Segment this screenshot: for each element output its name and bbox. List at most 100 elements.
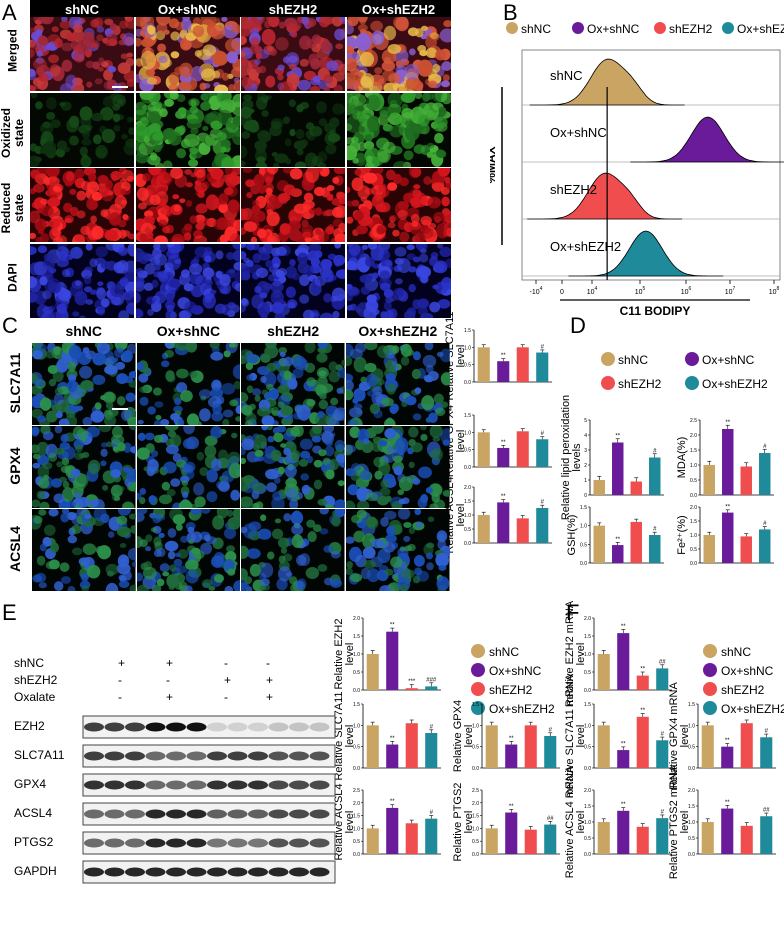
bar-chart-tick-label: 2 bbox=[584, 463, 587, 469]
significance-mark: ** bbox=[640, 708, 645, 714]
bar-chart-c-gpx4: 0.00.51.01.5**#Relative GPX4level bbox=[444, 405, 552, 477]
bar bbox=[656, 818, 669, 854]
panel-e-band bbox=[84, 780, 104, 790]
panel-e-legend-label: shNC bbox=[489, 645, 519, 659]
panel-c-micrograph bbox=[136, 509, 241, 592]
bar-chart-tick-label: 1.5 bbox=[464, 328, 471, 334]
bar-chart-y-label: Relative EZH2 mRNAlevel bbox=[564, 600, 587, 707]
panel-e-band bbox=[289, 780, 309, 790]
panel-e-band-label: SLC7A11 bbox=[14, 748, 65, 762]
panel-d-legend-swatch bbox=[685, 376, 699, 390]
bar bbox=[617, 810, 630, 854]
bar-chart-tick-label: 0.0 bbox=[688, 852, 695, 858]
bar-chart-tick-label: 1.0 bbox=[472, 826, 479, 832]
panel-a-micrograph bbox=[30, 168, 134, 242]
panel-c-row-label: SLC7A11 bbox=[7, 352, 23, 414]
panel-e-band bbox=[145, 722, 166, 732]
panel-a-micrograph bbox=[346, 243, 451, 318]
bar bbox=[701, 725, 714, 768]
bar-chart-tick-label: 2.0 bbox=[353, 616, 360, 622]
bar bbox=[544, 736, 557, 768]
bar-chart-c-acsl4: 0.00.51.01.52.0**#Relative ACSL4level bbox=[444, 476, 552, 554]
bar bbox=[366, 725, 379, 768]
bar-chart-tick-label: 1.0 bbox=[688, 723, 695, 729]
panel-b-x-label: C11 BODIPY bbox=[620, 304, 691, 318]
panel-e-sign: + bbox=[166, 656, 174, 670]
panel-e-band bbox=[227, 751, 248, 761]
panel-e-band bbox=[104, 780, 125, 790]
bar bbox=[505, 812, 518, 854]
significance-mark: ** bbox=[615, 537, 620, 543]
bar-chart-y-label: MDA(%) bbox=[676, 437, 688, 479]
panel-e-blot-strips: EZH2 SLC7A11 GPX4 ACSL4 PTGS2 GAPDH bbox=[14, 715, 336, 884]
bar-chart-tick-label: 0.0 bbox=[353, 852, 360, 858]
bar-chart-tick-label: 0.5 bbox=[688, 745, 695, 751]
panel-e-legend-label: shEZH2 bbox=[489, 683, 533, 697]
panel-e-band bbox=[166, 780, 186, 790]
bar bbox=[722, 512, 734, 563]
panel-c-row-label: ACSL4 bbox=[7, 526, 23, 573]
bar-chart-tick-label: 0.5 bbox=[353, 839, 360, 845]
bar bbox=[760, 816, 773, 854]
significance-mark: # bbox=[430, 810, 434, 816]
bar-chart-tick-label: 2.0 bbox=[464, 485, 471, 491]
bar-chart-tick-label: 0.5 bbox=[688, 836, 695, 842]
bar bbox=[597, 725, 610, 768]
panel-c-micrograph bbox=[32, 426, 136, 509]
panel-e-band bbox=[207, 867, 227, 877]
panel-e-band bbox=[125, 838, 145, 848]
bar-chart-tick-label: 0.5 bbox=[472, 839, 479, 845]
bar-chart-tick-label: 1.0 bbox=[464, 345, 471, 351]
panel-c-row-label: GPX4 bbox=[7, 447, 23, 485]
panel-d-legend-label: shNC bbox=[618, 353, 648, 367]
panel-e-band-label: GAPDH bbox=[14, 864, 57, 878]
bar-chart-tick-label: 0.0 bbox=[464, 465, 471, 471]
panel-c-micrograph bbox=[346, 509, 450, 592]
panel-e-band bbox=[248, 867, 268, 877]
panel-a-col-label: shEZH2 bbox=[268, 2, 318, 17]
significance-mark: ** bbox=[390, 736, 395, 742]
panel-b-tick-label: 0 bbox=[560, 289, 564, 296]
panel-e-sign: + bbox=[118, 656, 126, 670]
bar bbox=[516, 431, 529, 467]
bar-chart-tick-label: 0.0 bbox=[690, 493, 697, 499]
panel-e-band bbox=[207, 751, 227, 761]
panel-e-sign: - bbox=[224, 690, 228, 704]
panel-c-col-label: shNC bbox=[65, 323, 103, 339]
bar-chart-tick-label: 1.5 bbox=[584, 804, 591, 810]
panel-e-band bbox=[248, 751, 268, 761]
bar-chart-tick-label: 0.0 bbox=[353, 688, 360, 694]
bar-chart-tick-label: 0.5 bbox=[464, 363, 471, 369]
bar bbox=[636, 826, 649, 854]
panel-c-micrograph bbox=[346, 426, 450, 509]
panel-e-sign: - bbox=[166, 673, 170, 687]
bar-chart-tick-label: 0.5 bbox=[584, 670, 591, 676]
panel-b-legend-label: shNC bbox=[521, 22, 551, 36]
panel-e-band bbox=[186, 722, 207, 732]
panel-c-micrograph bbox=[32, 509, 136, 592]
panel-e-band bbox=[145, 751, 166, 761]
bar bbox=[405, 723, 418, 768]
panel-e-band bbox=[207, 780, 227, 790]
bar-chart-tick-label: 1.0 bbox=[584, 723, 591, 729]
panel-f-legend-label: shEZH2 bbox=[721, 683, 765, 697]
bar-chart-tick-label: 2.0 bbox=[584, 788, 591, 794]
panel-e-band bbox=[104, 809, 125, 819]
bar bbox=[405, 688, 418, 690]
bar-chart-tick-label: 1.0 bbox=[584, 820, 591, 826]
panel-a-col-label: shNC bbox=[65, 2, 99, 17]
panel-e-sign: + bbox=[266, 673, 274, 687]
panel-b-legend-swatch bbox=[506, 22, 518, 34]
bar-chart-tick-label: 1.5 bbox=[688, 804, 695, 810]
bar bbox=[593, 525, 605, 563]
significance-mark: ** bbox=[501, 353, 506, 359]
panel-a-micrograph bbox=[346, 168, 451, 242]
panel-b-legend-swatch bbox=[722, 22, 734, 34]
bar-chart-tick-label: 0.5 bbox=[353, 670, 360, 676]
bar bbox=[477, 515, 490, 543]
panel-label-b: B bbox=[503, 0, 518, 25]
bar-chart-d-gsh: 0.0 0.5 1.0 1.5 ** # GSH(%) bbox=[566, 505, 664, 567]
significance-mark: ** bbox=[640, 667, 645, 673]
panel-c-micrograph bbox=[241, 509, 345, 592]
bar bbox=[703, 535, 715, 563]
